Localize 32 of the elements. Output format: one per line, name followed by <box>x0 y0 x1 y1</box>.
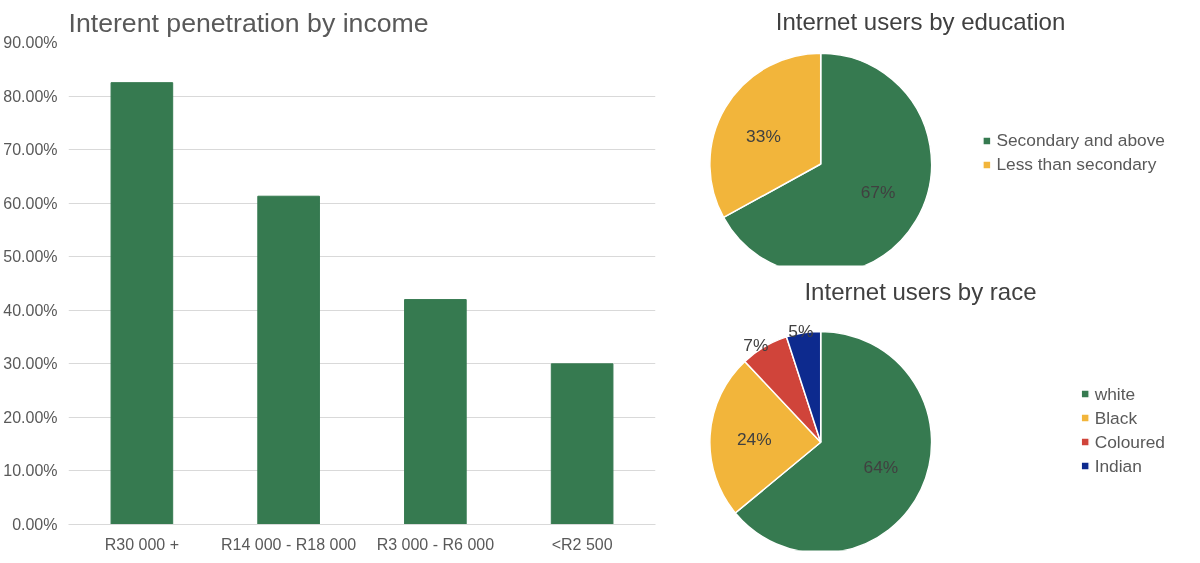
y-tick-label: 30.00% <box>3 355 58 373</box>
legend-label: Secondary and above <box>996 129 1165 151</box>
bar <box>257 195 320 525</box>
y-tick-label: 50.00% <box>3 248 58 266</box>
legend-label: Black <box>1094 407 1138 428</box>
y-tick-label: 60.00% <box>3 194 58 212</box>
y-tick-label: 90.00% <box>3 34 58 51</box>
y-tick-label: 0.00% <box>12 516 58 533</box>
legend-label: Less than secondary <box>996 153 1157 175</box>
bar <box>110 82 174 525</box>
data-label: 7% <box>743 334 769 355</box>
x-tick-label: R30 000 + <box>104 535 180 553</box>
chart-title: Internet users by education <box>775 7 1066 35</box>
bar <box>550 363 614 525</box>
bar <box>404 299 467 525</box>
x-tick-label: R14 000 - R18 000 <box>221 535 357 553</box>
y-tick-label: 20.00% <box>3 408 58 426</box>
x-tick-label: R3 000 - R6 000 <box>376 535 495 553</box>
chart-title: Interent penetration by income <box>68 7 429 38</box>
legend-label: Indian <box>1094 455 1142 476</box>
legend-label: Coloured <box>1094 431 1165 452</box>
x-tick-label: <R2 500 <box>551 535 613 553</box>
chart-title: Internet users by race <box>804 277 1037 305</box>
legend-label: white <box>1094 383 1136 404</box>
data-label: 67% <box>860 182 896 203</box>
data-label: 33% <box>746 125 781 146</box>
y-tick-label: 40.00% <box>3 301 58 319</box>
data-label: 24% <box>736 428 772 449</box>
y-tick-label: 10.00% <box>3 462 58 480</box>
y-tick-label: 70.00% <box>3 141 58 159</box>
y-tick-label: 80.00% <box>3 87 58 105</box>
data-label: 64% <box>863 457 899 478</box>
